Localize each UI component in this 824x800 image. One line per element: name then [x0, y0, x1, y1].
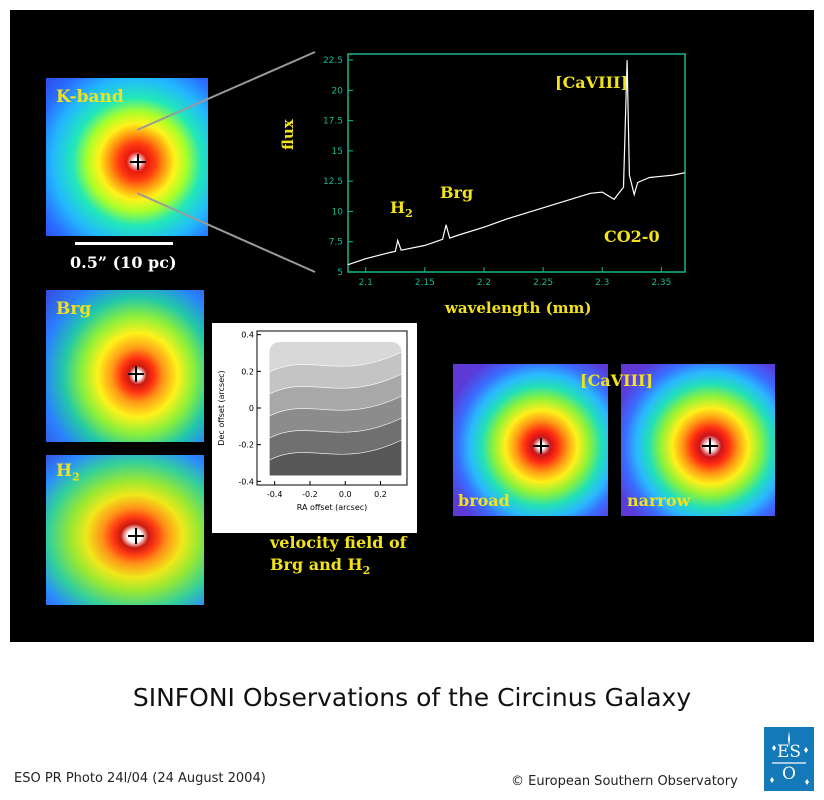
velocity-contour-band: [269, 439, 403, 477]
caviii-broad-label: broad: [458, 491, 510, 510]
spectrum-ytick-label: 15: [332, 147, 343, 157]
velocity-caption-line2: Brg and H2: [270, 555, 370, 577]
eso-logo-text-bottom: O: [782, 764, 796, 784]
kband-label: K-band: [56, 87, 124, 107]
copyright: © European Southern Observatory: [511, 774, 738, 789]
scale-label: 0.5” (10 pc): [70, 253, 177, 272]
velocity-xtick-label: 0.2: [374, 490, 387, 499]
velocity-ytick-label: 0.2: [241, 367, 254, 376]
spectrum-xtick-label: 2.1: [359, 278, 373, 288]
figure-title: SINFONI Observations of the Circinus Gal…: [132, 683, 692, 712]
caviii-broad-image: [453, 364, 608, 516]
velocity-xtick-label: 0.0: [339, 490, 352, 499]
spectrum-ylabel: flux: [279, 119, 297, 150]
spectrum-xtick-label: 2.15: [415, 278, 435, 288]
brg-map-image: [46, 290, 204, 442]
h2-map-label: H2: [56, 461, 80, 483]
velocity-xtick-label: -0.2: [302, 490, 318, 499]
caviii-narrow-label: narrow: [627, 491, 691, 510]
spectrum-xtick-label: 2.2: [477, 278, 491, 288]
spectrum-annotation-co: CO2-0: [604, 227, 660, 246]
spectrum-annotation-caviii: [CaVIII]: [555, 73, 629, 92]
spectrum-annotation-h2: H2: [390, 198, 413, 220]
h2-label-main: H: [56, 461, 73, 481]
velocity-ylabel: Dec offset (arcsec): [217, 370, 226, 445]
h2-annotation-sub: 2: [405, 207, 413, 221]
center-marker-icon: [128, 528, 144, 544]
eso-logo-text-top: ES: [776, 742, 802, 762]
spectrum-ytick-label: 5: [337, 268, 343, 278]
spectrum-ytick-label: 12.5: [323, 177, 343, 187]
velocity-ytick-label: 0: [249, 404, 254, 413]
brg-map-label: Brg: [56, 299, 92, 319]
caviii-map-label: [CaVIII]: [580, 371, 654, 390]
spectrum-frame: [347, 53, 686, 273]
spectrum-ytick-label: 10: [332, 207, 344, 217]
spectrum-xlabel: wavelength (mm): [445, 299, 592, 317]
spectrum-ytick-label: 7.5: [329, 238, 343, 248]
velocity-ytick-label: -0.2: [238, 441, 254, 450]
spectrum-xtick-label: 2.3: [595, 278, 609, 288]
spectrum-annotation-brg: Brg: [440, 183, 474, 202]
scale-bar: [75, 242, 173, 245]
velocity-ytick-label: -0.4: [238, 477, 254, 486]
velocity-xlabel: RA offset (arcsec): [297, 503, 368, 512]
photo-id: ESO PR Photo 24l/04 (24 August 2004): [14, 771, 266, 786]
center-marker-icon: [130, 154, 146, 170]
eso-logo: ES O: [764, 727, 814, 791]
kband-image: [46, 78, 208, 236]
velocity-field-chart: -0.4 -0.2 0.0 0.2 -0.4 -0.2 0 0.2 0.4 RA offset (…: [212, 323, 417, 533]
spectrum-ytick-label: 20: [332, 86, 344, 96]
velocity-caption-line1: velocity field of: [270, 533, 407, 552]
spectrum-xtick-label: 2.35: [651, 278, 671, 288]
center-marker-icon: [702, 438, 718, 454]
velocity-caption-main: Brg and H: [270, 555, 363, 574]
center-marker-icon: [128, 366, 144, 382]
velocity-caption-sub: 2: [362, 564, 371, 578]
spectrum-ytick-label: 22.5: [323, 56, 343, 66]
center-marker-icon: [533, 438, 549, 454]
h2-map-image: [46, 455, 204, 605]
h2-label-sub: 2: [72, 470, 80, 484]
spectrum-chart: 2.1 2.15 2.2 2.25 2.3 2.35 5 7.5 10 12.5 15 17.5 20 2…: [323, 53, 686, 288]
spectrum-ytick-label: 17.5: [323, 117, 343, 127]
velocity-xtick-label: -0.4: [267, 490, 283, 499]
spectrum-xtick-label: 2.25: [533, 278, 553, 288]
spectrum-series-line: [347, 60, 686, 266]
caviii-narrow-image: [621, 364, 775, 516]
h2-annotation-main: H: [390, 198, 406, 217]
eso-logo-icon: [770, 731, 809, 785]
velocity-ytick-label: 0.4: [241, 331, 254, 340]
